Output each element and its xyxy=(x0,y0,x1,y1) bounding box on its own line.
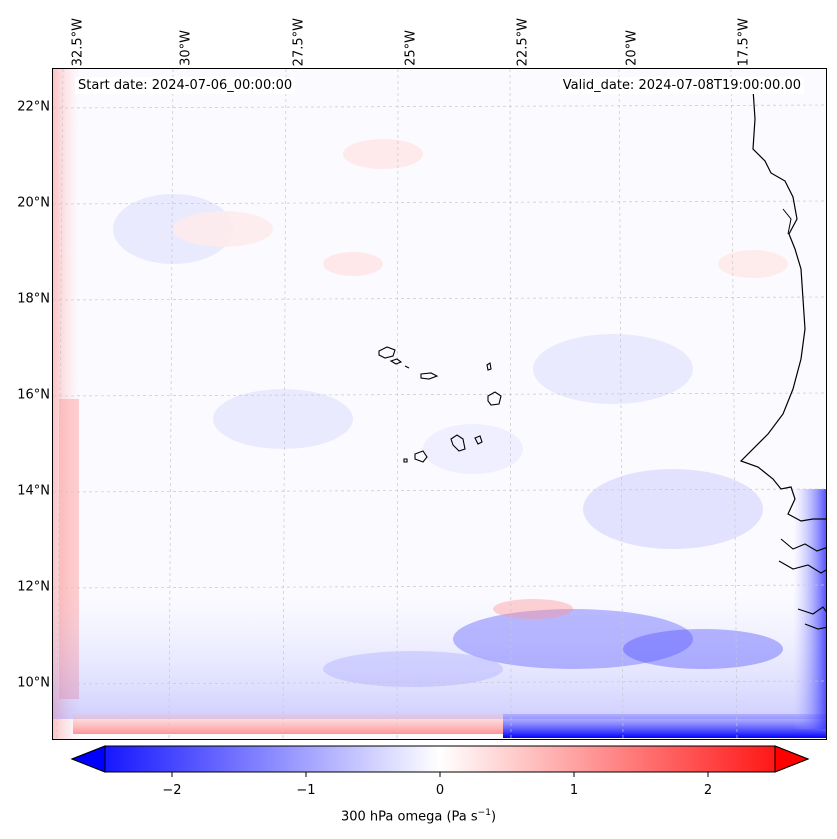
lat-label-18n: 18°N xyxy=(17,291,50,307)
lon-label-17-5w: 17.5°W xyxy=(736,17,752,66)
lon-label-27-5w: 27.5°W xyxy=(291,17,307,66)
start-date-label: Start date: 2024-07-06_00:00:00 xyxy=(75,77,296,94)
valid-date-label: Valid_date: 2024-07-08T19:00:00.00 xyxy=(559,77,804,94)
colorbar-bar xyxy=(70,745,810,773)
omega-map: Start date: 2024-07-06_00:00:00 Valid_da… xyxy=(52,68,827,740)
colorbar-ticks xyxy=(171,772,709,777)
lat-label-16n: 16°N xyxy=(17,387,50,403)
lat-label-12n: 12°N xyxy=(17,579,50,595)
colorbar-tick-2: 2 xyxy=(703,783,713,798)
colorbar-tick-neg1: −1 xyxy=(296,783,316,798)
lon-label-22-5w: 22.5°W xyxy=(515,17,531,66)
omega-field xyxy=(53,69,826,739)
colorbar-label: 300 hPa omega (Pa s−1) xyxy=(340,808,497,825)
colorbar xyxy=(70,745,810,777)
lat-label-14n: 14°N xyxy=(17,483,50,499)
colorbar-min-extend xyxy=(70,745,106,773)
lon-label-30w: 30°W xyxy=(178,30,194,66)
lat-label-10n: 10°N xyxy=(17,675,50,691)
lon-label-20w: 20°W xyxy=(624,30,640,66)
colorbar-tick-0: 0 xyxy=(435,783,445,798)
lat-label-22n: 22°N xyxy=(17,99,50,115)
lon-label-32-5w: 32.5°W xyxy=(70,17,86,66)
lon-label-25w: 25°W xyxy=(403,30,419,66)
colorbar-max-extend xyxy=(774,745,810,773)
colorbar-tick-1: 1 xyxy=(569,783,579,798)
colorbar-tick-neg2: −2 xyxy=(162,783,182,798)
lat-label-20n: 20°N xyxy=(17,195,50,211)
